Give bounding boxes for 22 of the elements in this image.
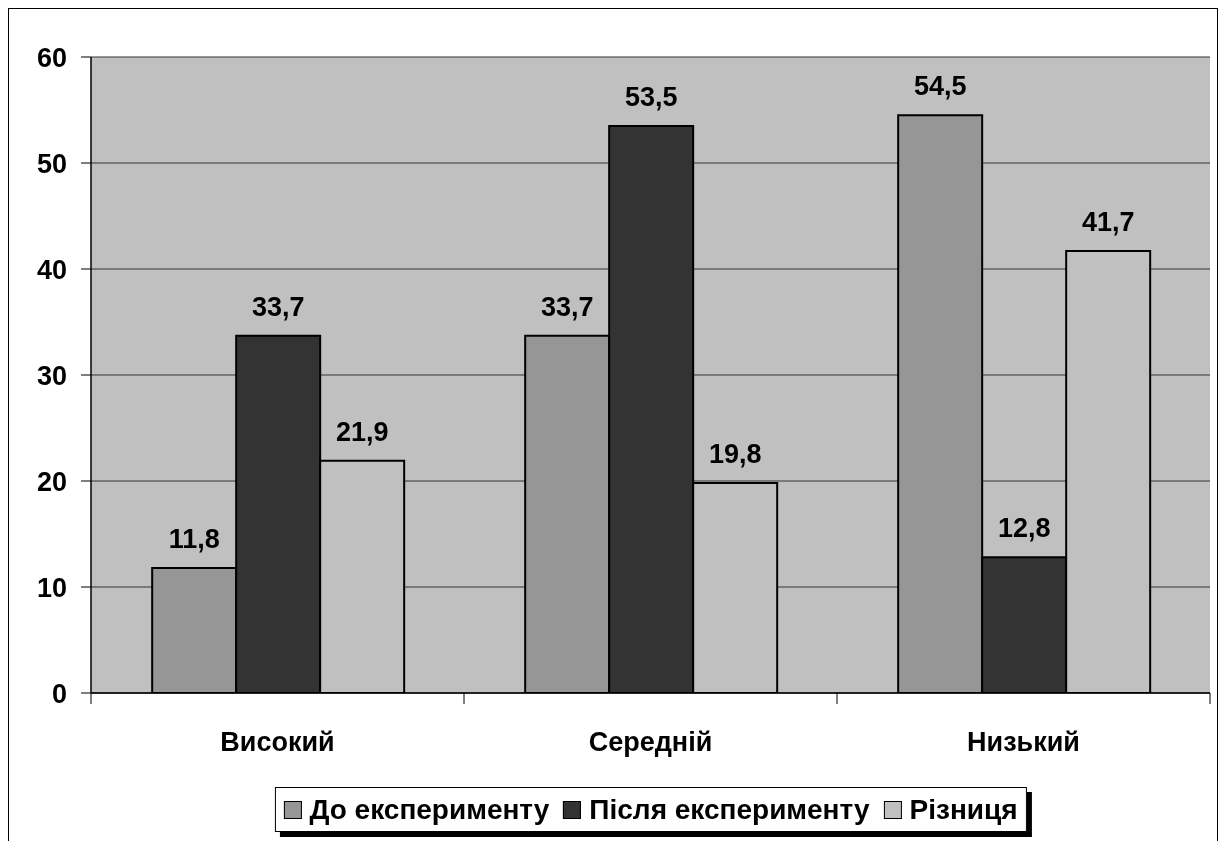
data-label: 53,5 — [624, 81, 678, 112]
data-label: 41,7 — [1081, 206, 1135, 237]
y-tick-label: 20 — [36, 466, 67, 497]
x-tick-label: Низький — [967, 727, 1080, 757]
y-tick-label: 0 — [51, 678, 67, 709]
data-label: 33,7 — [540, 291, 594, 322]
data-label: 19,8 — [708, 439, 762, 470]
legend-label: До експерименту — [309, 793, 550, 826]
data-label: 12,8 — [997, 513, 1051, 544]
data-label: 54,5 — [913, 71, 967, 102]
y-tick-label: 10 — [36, 572, 67, 603]
x-tick-label: Середній — [588, 727, 713, 757]
data-label: 11,8 — [168, 523, 220, 554]
y-tick-label: 60 — [36, 42, 67, 73]
data-label: 21,9 — [335, 416, 389, 447]
y-tick-label: 50 — [36, 148, 67, 179]
legend-label: Після експерименту — [589, 793, 870, 826]
y-tick-label: 30 — [36, 360, 67, 391]
x-tick-label: Високий — [220, 727, 335, 757]
y-tick-label: 40 — [36, 254, 67, 285]
legend-label: Різниця — [909, 793, 1018, 826]
data-label: 33,7 — [251, 291, 305, 322]
